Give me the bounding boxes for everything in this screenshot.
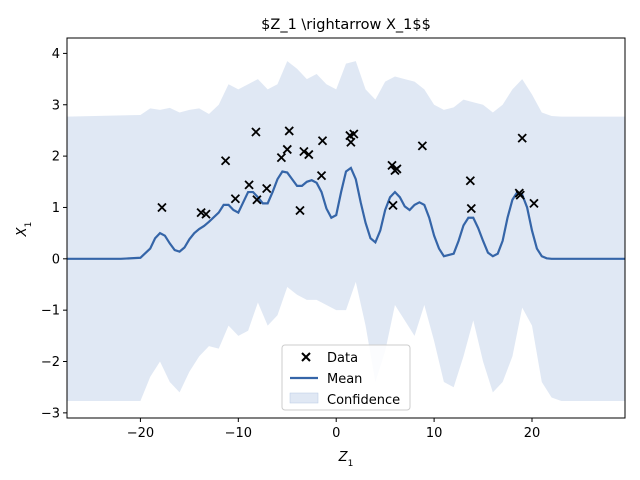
data-point: [295, 205, 305, 216]
legend: Data Mean Confidence: [281, 344, 411, 411]
data-point: [515, 190, 525, 200]
y-tick-label: −3: [41, 406, 60, 421]
data-point: [157, 202, 167, 213]
data-point: [465, 176, 475, 186]
data-point: [388, 200, 398, 211]
y-tick-label: −2: [41, 355, 60, 370]
data-point: [284, 126, 294, 136]
y-axis-label-sub: 1: [24, 222, 34, 228]
x-tick-label: 0: [332, 426, 340, 441]
y-axis-label-base: X: [15, 226, 30, 237]
data-point: [201, 209, 211, 219]
legend-mean-label: Mean: [327, 372, 362, 387]
y-tick-label: 4: [52, 47, 60, 62]
data-point: [282, 144, 292, 155]
data-point: [346, 137, 356, 147]
x-axis-label-base: Z: [338, 450, 349, 465]
y-tick-label: 2: [52, 150, 60, 165]
data-point: [466, 203, 476, 214]
data-point: [317, 136, 328, 146]
y-axis-ticks: −3 −2 −1 0 1 2 3 4: [41, 47, 67, 421]
x-tick-label: −20: [127, 426, 154, 441]
y-tick-label: 3: [52, 98, 60, 113]
x-tick-label: 20: [524, 426, 541, 441]
y-tick-label: 1: [52, 201, 60, 216]
data-point: [392, 164, 402, 174]
data-point: [220, 156, 231, 166]
plot-area: [67, 61, 625, 402]
legend-confidence-swatch: [289, 392, 319, 404]
data-points: [157, 126, 539, 219]
data-point: [529, 198, 539, 208]
data-point: [349, 129, 359, 139]
confidence-band: [67, 61, 625, 402]
x-axis-label-sub: 1: [348, 459, 354, 469]
data-point: [304, 149, 314, 160]
data-point: [230, 194, 241, 204]
axes-frame: [66, 37, 626, 419]
x-axis-label: Z1: [338, 450, 354, 469]
legend-data-marker: [301, 352, 311, 362]
data-point: [417, 141, 427, 151]
legend-data-label: Data: [327, 351, 358, 366]
x-tick-label: −10: [225, 426, 252, 441]
data-point: [276, 153, 287, 163]
mean-line: [67, 166, 625, 260]
y-tick-label: 0: [52, 252, 60, 267]
chart-title: $Z_1 \rightarrow X_1$$: [261, 17, 431, 33]
data-point: [316, 170, 327, 181]
data-point: [299, 146, 309, 157]
x-axis-ticks: −20 −10 0 10 20: [127, 418, 541, 441]
legend-confidence-label: Confidence: [327, 393, 400, 408]
y-axis-label: X1: [15, 222, 34, 238]
data-point: [262, 183, 272, 194]
data-point: [251, 127, 261, 137]
data-point: [252, 195, 262, 205]
y-tick-label: −1: [41, 304, 60, 319]
x-tick-label: 10: [426, 426, 443, 441]
data-point: [244, 180, 254, 190]
data-point: [387, 160, 397, 170]
data-point: [517, 133, 527, 143]
